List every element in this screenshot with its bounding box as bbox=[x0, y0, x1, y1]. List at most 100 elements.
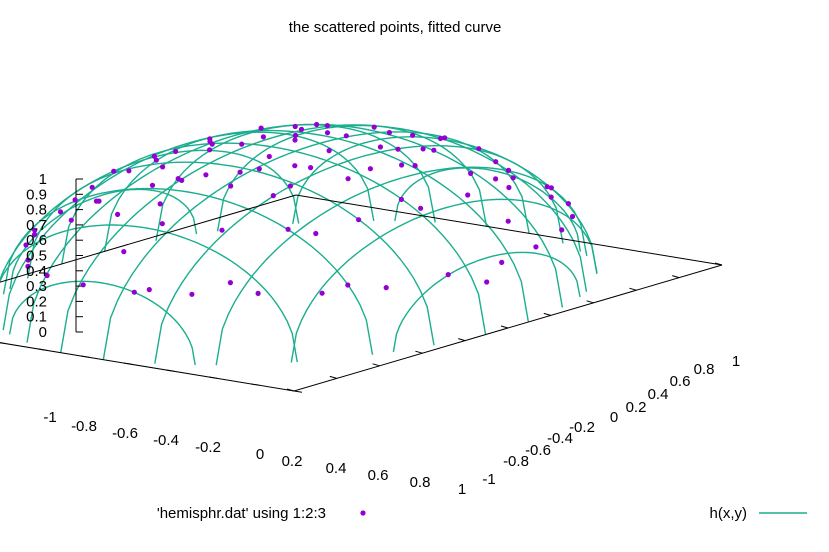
data-point bbox=[25, 263, 31, 269]
data-point bbox=[319, 290, 325, 296]
z-tick-label-3: 0.3 bbox=[26, 278, 47, 295]
data-point bbox=[493, 159, 499, 165]
y-tick-label-5: 0 bbox=[610, 409, 618, 426]
y-tick-mark-9 bbox=[329, 375, 337, 379]
data-point bbox=[345, 282, 351, 288]
data-point bbox=[237, 169, 243, 175]
data-point bbox=[292, 132, 299, 138]
data-point bbox=[68, 217, 74, 223]
z-tick-label-0: 0 bbox=[39, 324, 47, 341]
z-tick-label-9: 0.9 bbox=[26, 186, 47, 203]
data-point bbox=[308, 165, 314, 171]
data-point bbox=[239, 141, 245, 147]
y-tick-label-10: 1 bbox=[732, 353, 740, 370]
x-tick-label-9: 0.8 bbox=[410, 474, 431, 491]
z-tick-label-2: 0.2 bbox=[26, 293, 47, 310]
data-point bbox=[399, 162, 405, 168]
data-point bbox=[499, 259, 505, 265]
data-point bbox=[386, 129, 392, 136]
data-point bbox=[57, 209, 64, 215]
data-point bbox=[292, 137, 298, 143]
data-point bbox=[25, 257, 31, 263]
data-point bbox=[219, 227, 225, 233]
data-point bbox=[285, 226, 291, 232]
y-tick-mark-2 bbox=[629, 287, 637, 291]
surface-mesh bbox=[0, 123, 598, 366]
mesh-line-y-8 bbox=[0, 224, 298, 363]
y-tick-mark-5 bbox=[500, 325, 509, 329]
x-tick-label-8: 0.6 bbox=[368, 467, 389, 484]
y-tick-label-9: 0.8 bbox=[694, 361, 715, 378]
y-tick-label-7: 0.4 bbox=[648, 386, 669, 403]
data-point bbox=[149, 182, 156, 188]
data-point bbox=[153, 157, 159, 163]
x-tick-label-5: 0 bbox=[256, 446, 264, 463]
x-tick-mark-8 bbox=[208, 376, 217, 379]
x-tick-mark-7 bbox=[166, 369, 175, 372]
z-tick-label-10: 1 bbox=[39, 171, 47, 188]
y-tick-mark-6 bbox=[458, 338, 466, 342]
data-point bbox=[510, 175, 516, 181]
y-tick-mark-7 bbox=[415, 350, 423, 354]
mesh-line-x-5 bbox=[102, 131, 530, 360]
x-tick-label-0: -1 bbox=[43, 409, 56, 426]
data-point bbox=[146, 287, 152, 293]
mesh-line-y-5 bbox=[61, 142, 487, 335]
y-tick-label-0: -1 bbox=[482, 471, 495, 488]
data-point bbox=[115, 211, 121, 217]
data-point bbox=[410, 132, 416, 138]
legend-marker-points bbox=[360, 510, 366, 516]
data-point bbox=[256, 166, 262, 172]
data-point bbox=[23, 242, 29, 248]
x-tick-label-1: -0.8 bbox=[71, 418, 97, 435]
data-point bbox=[476, 146, 482, 152]
y-tick-label-2: -0.6 bbox=[525, 442, 551, 459]
data-point bbox=[442, 135, 448, 141]
data-point bbox=[111, 168, 117, 174]
data-point bbox=[398, 196, 404, 202]
data-point bbox=[544, 184, 550, 190]
y-tick-label-3: -0.4 bbox=[547, 430, 573, 447]
z-tick-label-4: 0.4 bbox=[26, 263, 47, 280]
data-point bbox=[89, 184, 95, 190]
scatter-points bbox=[23, 121, 576, 297]
y-tick-label-4: -0.2 bbox=[569, 419, 595, 436]
data-point bbox=[418, 205, 424, 211]
data-point bbox=[395, 146, 401, 152]
data-point bbox=[44, 272, 50, 279]
data-point bbox=[326, 148, 332, 154]
data-point bbox=[565, 201, 572, 207]
data-point bbox=[505, 218, 511, 224]
data-point bbox=[356, 217, 362, 223]
data-point bbox=[258, 125, 264, 131]
data-point bbox=[287, 183, 293, 189]
y-tick-mark-1 bbox=[672, 275, 680, 279]
data-point bbox=[80, 282, 86, 288]
data-point bbox=[93, 198, 99, 204]
x-tick-label-4: -0.2 bbox=[195, 439, 221, 456]
data-point bbox=[314, 121, 320, 128]
data-point bbox=[445, 272, 451, 278]
z-tick-label-7: 0.7 bbox=[26, 217, 47, 234]
mesh-line-y-9 bbox=[8, 280, 196, 366]
legend: 'hemisphr.dat' using 1:2:3 h(x,y) bbox=[157, 505, 807, 522]
data-point bbox=[324, 130, 331, 136]
data-point bbox=[493, 176, 499, 182]
data-point bbox=[548, 194, 554, 200]
y-tick-mark-0 bbox=[714, 262, 723, 266]
data-point bbox=[371, 124, 377, 130]
x-tick-mark-4 bbox=[38, 348, 47, 351]
data-point bbox=[207, 139, 213, 145]
data-point bbox=[157, 201, 163, 207]
data-point bbox=[292, 163, 298, 169]
mesh-line-x-6 bbox=[154, 145, 564, 364]
mesh-line-x-2 bbox=[2, 131, 375, 331]
mesh-line-x-4 bbox=[60, 124, 488, 353]
data-point bbox=[377, 144, 383, 150]
mesh-line-y-7 bbox=[2, 187, 374, 355]
y-tick-mark-4 bbox=[543, 312, 551, 316]
y-tick-mark-3 bbox=[586, 300, 594, 304]
data-point bbox=[131, 289, 137, 295]
y-tick-label-1: -0.8 bbox=[503, 453, 529, 470]
data-point bbox=[484, 279, 490, 285]
